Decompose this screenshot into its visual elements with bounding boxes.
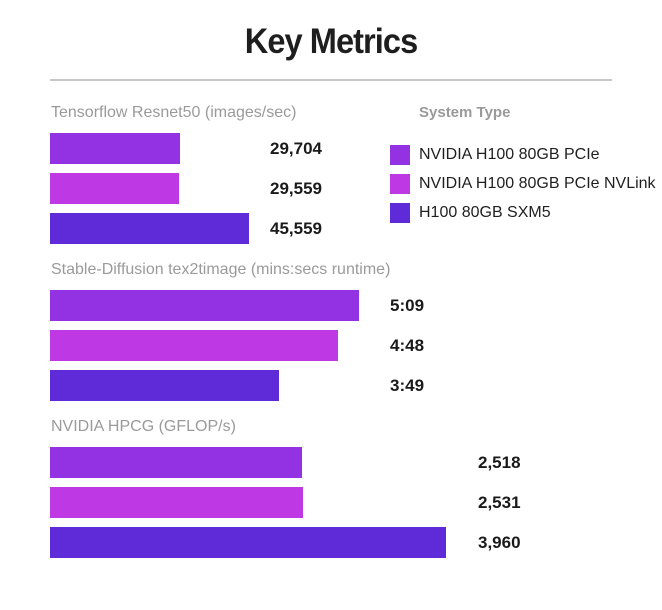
group-title: Stable-Diffusion tex2timage (mins:secs r… [51,261,391,278]
chart-group-nvidia-hpcg: NVIDIA HPCG (GFLOP/s) 2,518 2,531 3,960 [50,417,662,558]
chart-content: Tensorflow Resnet50 (images/sec) 29,704 2… [50,103,662,574]
bar [50,133,180,164]
legend-items: NVIDIA H100 80GB PCIe NVIDIA H100 80GB P… [390,145,656,223]
bar-value-label: 4:48 [390,336,425,355]
bar-value-label: 29,559 [270,179,322,198]
bar [50,173,179,204]
group-title: Tensorflow Resnet50 (images/sec) [51,104,297,121]
group-title: NVIDIA HPCG (GFLOP/s) [51,418,236,435]
bar-value-label: 3:49 [390,376,425,395]
chart-title: Key Metrics [244,22,418,61]
bar [50,447,302,478]
bar-list: 2,518 2,531 3,960 [50,447,662,558]
bar [50,487,303,518]
bar [50,290,359,321]
legend-item-label: NVIDIA H100 80GB PCIe NVLink [419,175,656,192]
bar [50,330,338,361]
bar [50,527,446,558]
bar-value-label: 45,559 [270,219,322,238]
bar-list: 5:09 4:48 3:49 [50,290,662,401]
chart-group-stable-diffusion: Stable-Diffusion tex2timage (mins:secs r… [50,260,662,401]
bar-row: 2,518 [50,447,662,478]
bar-value-label: 29,704 [270,139,322,158]
title-divider [50,79,612,81]
bar-value-label: 2,531 [478,493,521,512]
bar-row: 3:49 [50,370,662,401]
bar-row: 45,559 [50,213,662,244]
bar-value-label: 3,960 [478,533,521,552]
bar-row: 29,704 [50,133,662,164]
chart-group-tensorflow-resnet50: Tensorflow Resnet50 (images/sec) 29,704 2… [50,103,662,244]
legend-item: NVIDIA H100 80GB PCIe NVLink [390,174,656,194]
legend: System Type NVIDIA H100 80GB PCIe NVIDIA… [390,103,656,232]
bar-value-label: 5:09 [390,296,425,315]
chart-groups: Tensorflow Resnet50 (images/sec) 29,704 2… [50,103,662,558]
legend-item: NVIDIA H100 80GB PCIe [390,145,656,165]
bar-list: 29,704 29,559 45,559 [50,133,662,244]
legend-swatch-icon [390,174,410,194]
bar-row: 5:09 [50,290,662,321]
bar-row: 4:48 [50,330,662,361]
legend-title: System Type [419,104,511,121]
legend-item: H100 80GB SXM5 [390,203,656,223]
bar [50,370,279,401]
legend-item-label: H100 80GB SXM5 [419,204,551,221]
bar-value-label: 2,518 [478,453,521,472]
bar-row: 3,960 [50,527,662,558]
legend-swatch-icon [390,145,410,165]
bar-row: 2,531 [50,487,662,518]
legend-item-label: NVIDIA H100 80GB PCIe [419,146,600,163]
legend-swatch-icon [390,203,410,223]
bar-row: 29,559 [50,173,662,204]
bar [50,213,249,244]
